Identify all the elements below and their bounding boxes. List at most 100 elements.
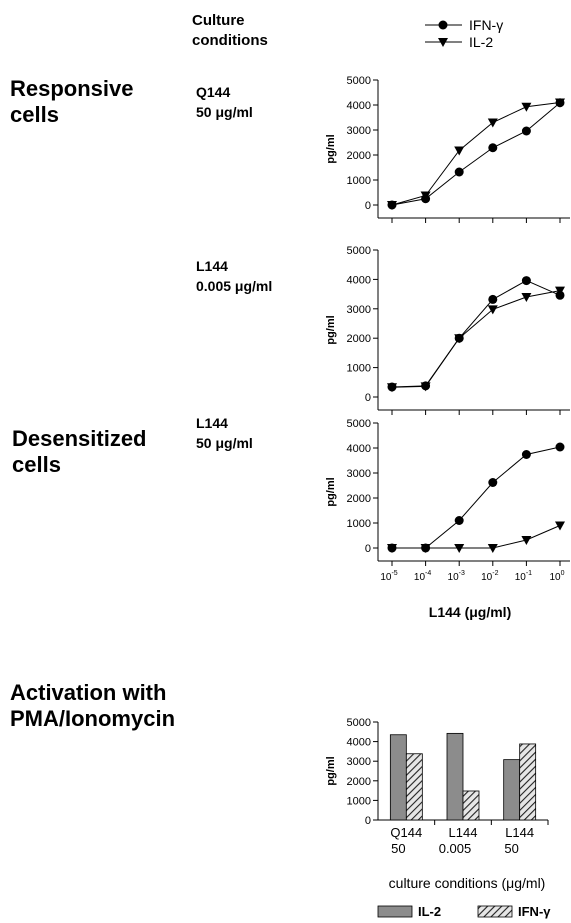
y-axis-label: pg/ml <box>325 477 337 506</box>
x-tick-label: 10-3 <box>448 570 465 583</box>
bar-y-tick-label: 4000 <box>347 737 371 749</box>
series-ifn <box>387 276 565 392</box>
legend-ifn-label: IFN-γ <box>469 17 503 33</box>
data-point-triangle <box>555 286 565 296</box>
bar-x-axis-label: culture conditions (μg/ml) <box>389 875 546 891</box>
x-tick-label: 100 <box>549 570 564 583</box>
series-line <box>392 446 561 549</box>
data-point-circle <box>454 167 464 177</box>
data-point-triangle <box>387 201 397 210</box>
series-line <box>391 102 561 206</box>
x-tick-label: 10-2 <box>481 570 498 583</box>
data-point-triangle <box>521 102 532 112</box>
x-tick-label: 10-1 <box>515 570 532 583</box>
culture-conditions-line1: Culture <box>192 12 245 29</box>
series-line <box>391 102 561 206</box>
x-tick-label: 10-4 <box>414 570 431 583</box>
bar-y-axis-label: pg/ml <box>325 756 337 785</box>
y-tick-label: 1000 <box>347 175 371 187</box>
data-point-circle <box>488 294 498 304</box>
bar-y-tick-label: 5000 <box>347 717 371 729</box>
bar-ifn <box>462 790 480 821</box>
bar-category-label: Q144 <box>390 825 422 840</box>
data-point-triangle <box>555 98 565 108</box>
bar-chart: 010002000300040005000pg/mlQ14450L1440.00… <box>325 717 549 891</box>
legend-ifn-swatch <box>477 905 513 918</box>
desensitized-line1: Desensitized <box>12 426 147 451</box>
data-point-triangle <box>487 305 498 315</box>
culture-conditions-line2: conditions <box>192 32 268 49</box>
bar-ifn <box>519 743 537 821</box>
series-line <box>391 290 561 388</box>
y-tick-label: 3000 <box>347 125 371 137</box>
legend-il2-swatch <box>377 905 413 918</box>
data-point-triangle <box>454 146 465 156</box>
desensitized-line2: cells <box>12 452 61 477</box>
data-point-triangle <box>555 521 565 531</box>
y-tick-label: 0 <box>365 392 371 404</box>
y-tick-label: 3000 <box>347 468 371 480</box>
y-tick-label: 4000 <box>347 100 371 112</box>
y-tick-label: 2000 <box>347 333 371 345</box>
data-point-circle <box>521 126 531 136</box>
condition-l144-high-name: L144 <box>196 415 228 431</box>
activation-label: Activation with PMA/Ionomycin <box>10 680 175 732</box>
data-point-circle <box>521 276 531 286</box>
bar-y-tick-label: 2000 <box>347 776 371 788</box>
data-point-circle <box>488 478 498 487</box>
y-axis-label: pg/ml <box>325 134 337 163</box>
top-legend: IFN-γIL-2 <box>425 17 503 50</box>
condition-l144-low-dose: 0.005 μg/ml <box>196 278 273 294</box>
y-tick-label: 4000 <box>347 274 371 286</box>
y-tick-label: 5000 <box>347 75 371 87</box>
bar-category-label: L144 <box>449 825 478 840</box>
legend-ifn-text: IFN-γ <box>518 904 551 919</box>
y-tick-label: 2000 <box>347 493 371 505</box>
data-point-triangle <box>521 536 532 545</box>
bar-il2 <box>503 759 521 821</box>
y-tick-label: 0 <box>365 543 371 555</box>
line-x-axis-label: L144 (μg/ml) <box>429 604 511 620</box>
data-point-triangle <box>454 334 465 344</box>
condition-q144-name: Q144 <box>196 84 231 100</box>
data-point-circle <box>555 442 565 452</box>
culture-conditions-header: Culture conditions <box>192 11 268 51</box>
data-point-triangle <box>420 382 431 392</box>
bar-category-dose-label: 50 <box>504 841 518 856</box>
series-line <box>391 280 561 388</box>
condition-label-l144-high: L144 50 μg/ml <box>196 413 253 453</box>
data-point-triangle <box>420 544 431 553</box>
y-axis-label: pg/ml <box>325 315 337 344</box>
series-il2 <box>387 286 565 393</box>
y-tick-label: 5000 <box>347 245 371 257</box>
legend-ifn-circle-marker <box>438 20 448 30</box>
x-tick-label: 10-5 <box>380 570 397 583</box>
series-il2 <box>387 98 565 210</box>
series-ifn <box>387 442 565 553</box>
y-tick-label: 4000 <box>347 443 371 455</box>
legend-il2-triangle-marker <box>438 38 448 47</box>
bar-y-tick-label: 1000 <box>347 795 371 807</box>
data-point-circle <box>454 516 464 525</box>
y-tick-label: 2000 <box>347 150 371 162</box>
condition-l144-low-name: L144 <box>196 258 228 274</box>
bar-y-tick-label: 3000 <box>347 756 371 768</box>
y-tick-label: 1000 <box>347 363 371 375</box>
y-tick-label: 1000 <box>347 518 371 530</box>
data-point-circle <box>488 143 498 153</box>
condition-q144-dose: 50 μg/ml <box>196 104 253 120</box>
condition-l144-high-dose: 50 μg/ml <box>196 435 253 451</box>
condition-label-q144: Q144 50 μg/ml <box>196 82 253 122</box>
bar-category-label: L144 <box>505 825 534 840</box>
series-line <box>392 525 561 549</box>
legend-il2-label: IL-2 <box>469 34 493 50</box>
series-il2 <box>387 521 565 553</box>
y-tick-label: 0 <box>365 200 371 212</box>
responsive-cells-label: Responsive cells <box>10 76 134 128</box>
bar-y-tick-label: 0 <box>365 815 371 827</box>
data-point-triangle <box>420 191 431 201</box>
line-chart-panel-3: 0 1000 2000 3000 4000 5000 10-5 10-4 10-3 10-2 10-… <box>325 418 570 583</box>
bar-il2 <box>389 734 407 821</box>
responsive-line2: cells <box>10 102 59 127</box>
